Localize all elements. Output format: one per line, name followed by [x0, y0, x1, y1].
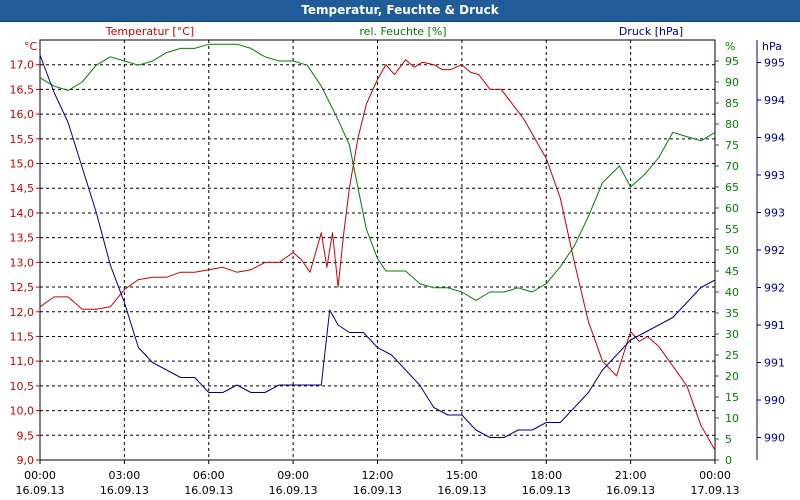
series-layer — [39, 43, 716, 451]
temperature-tick-label: 9,0 — [17, 454, 35, 467]
pressure-tick-label: 992 — [764, 244, 785, 257]
pressure-tick-label: 994 — [764, 94, 785, 107]
pressure-tick-label: 993 — [764, 207, 785, 220]
pressure-tick-label: 993 — [764, 169, 785, 182]
humidity-tick-label: 10 — [725, 412, 739, 425]
date-tick-label: 16.09.13 — [522, 484, 571, 497]
temperature-tick-label: 16,0 — [10, 108, 35, 121]
temperature-unit: °C — [24, 40, 38, 53]
time-tick-label: 00:00 — [699, 469, 731, 482]
time-axis: 00:00 16.09.13 03:00 16.09.13 06:00 16.09.13 0… — [16, 460, 740, 497]
legend-pressure: Druck [hPa] — [619, 25, 683, 38]
humidity-tick-label: 0 — [725, 454, 732, 467]
humidity-tick-label: 95 — [725, 55, 739, 68]
time-tick-label: 12:00 — [362, 469, 394, 482]
humidity-tick-label: 20 — [725, 370, 739, 383]
pressure-tick-label: 992 — [764, 282, 785, 295]
pressure-tick-label: 991 — [764, 357, 785, 370]
date-tick-label: 16.09.13 — [437, 484, 486, 497]
humidity-tick-label: 80 — [725, 118, 739, 131]
humidity-tick-label: 45 — [725, 265, 739, 278]
temperature-tick-label: 13,0 — [10, 256, 35, 269]
humidity-unit: % — [725, 40, 735, 53]
time-tick-label: 21:00 — [615, 469, 647, 482]
humidity-tick-label: 70 — [725, 160, 739, 173]
humidity-tick-label: 25 — [725, 349, 739, 362]
humidity-tick-label: 50 — [725, 244, 739, 257]
time-tick-label: 09:00 — [277, 469, 309, 482]
date-tick-label: 16.09.13 — [184, 484, 233, 497]
time-tick-label: 03:00 — [109, 469, 141, 482]
humidity-tick-label: 35 — [725, 307, 739, 320]
time-tick-label: 18:00 — [530, 469, 562, 482]
pressure-axis: 995 994 994 993 993 992 992 991 991 990 990 — [756, 40, 785, 460]
temperature-tick-label: 12,5 — [10, 281, 35, 294]
grid-lines — [40, 40, 715, 461]
title-bar: Temperatur, Feuchte & Druck — [0, 0, 800, 22]
temperature-tick-label: 12,0 — [10, 306, 35, 319]
date-tick-label: 16.09.13 — [353, 484, 402, 497]
pressure-unit: hPa — [762, 40, 782, 53]
temperature-tick-label: 10,5 — [10, 380, 35, 393]
temperature-tick-label: 10,0 — [10, 405, 35, 418]
humidity-tick-label: 40 — [725, 286, 739, 299]
humidity-tick-label: 90 — [725, 76, 739, 89]
date-tick-label: 16.09.13 — [269, 484, 318, 497]
temperature-tick-label: 11,5 — [10, 330, 35, 343]
temperature-tick-label: 14,5 — [10, 182, 35, 195]
temperature-series-line — [39, 59, 716, 451]
pressure-tick-label: 990 — [764, 432, 785, 445]
pressure-tick-label: 991 — [764, 319, 785, 332]
temperature-tick-label: 15,5 — [10, 133, 35, 146]
window-title: Temperatur, Feuchte & Druck — [301, 3, 499, 17]
time-tick-label: 06:00 — [193, 469, 225, 482]
humidity-tick-label: 85 — [725, 97, 739, 110]
temperature-tick-label: 13,5 — [10, 232, 35, 245]
temperature-tick-label: 11,0 — [10, 355, 35, 368]
temperature-tick-label: 15,0 — [10, 158, 35, 171]
humidity-tick-label: 65 — [725, 181, 739, 194]
humidity-tick-label: 60 — [725, 202, 739, 215]
time-tick-label: 00:00 — [24, 469, 56, 482]
temperature-tick-label: 9,5 — [17, 429, 35, 442]
legend-humidity: rel. Feuchte [%] — [359, 25, 446, 38]
date-tick-label: 17.09.13 — [691, 484, 740, 497]
temperature-tick-label: 14,0 — [10, 207, 35, 220]
humidity-tick-label: 5 — [725, 433, 732, 446]
humidity-tick-label: 55 — [725, 223, 739, 236]
temperature-axis: 17,0 16,5 16,0 15,5 15,0 14,5 14,0 13,5 13,0 12,5… — [10, 59, 40, 467]
temperature-tick-label: 17,0 — [10, 59, 35, 72]
pressure-series-line — [39, 54, 716, 438]
pressure-tick-label: 994 — [764, 132, 785, 145]
humidity-tick-label: 75 — [725, 139, 739, 152]
date-tick-label: 16.09.13 — [606, 484, 655, 497]
humidity-tick-label: 30 — [725, 328, 739, 341]
pressure-tick-label: 990 — [764, 394, 785, 407]
date-tick-label: 16.09.13 — [16, 484, 65, 497]
time-tick-label: 15:00 — [446, 469, 478, 482]
pressure-tick-label: 995 — [764, 57, 785, 70]
legend-temperature: Temperatur [°C] — [105, 25, 194, 38]
date-tick-label: 16.09.13 — [100, 484, 149, 497]
temperature-tick-label: 16,5 — [10, 83, 35, 96]
humidity-tick-label: 15 — [725, 391, 739, 404]
humidity-series-line — [39, 43, 716, 301]
